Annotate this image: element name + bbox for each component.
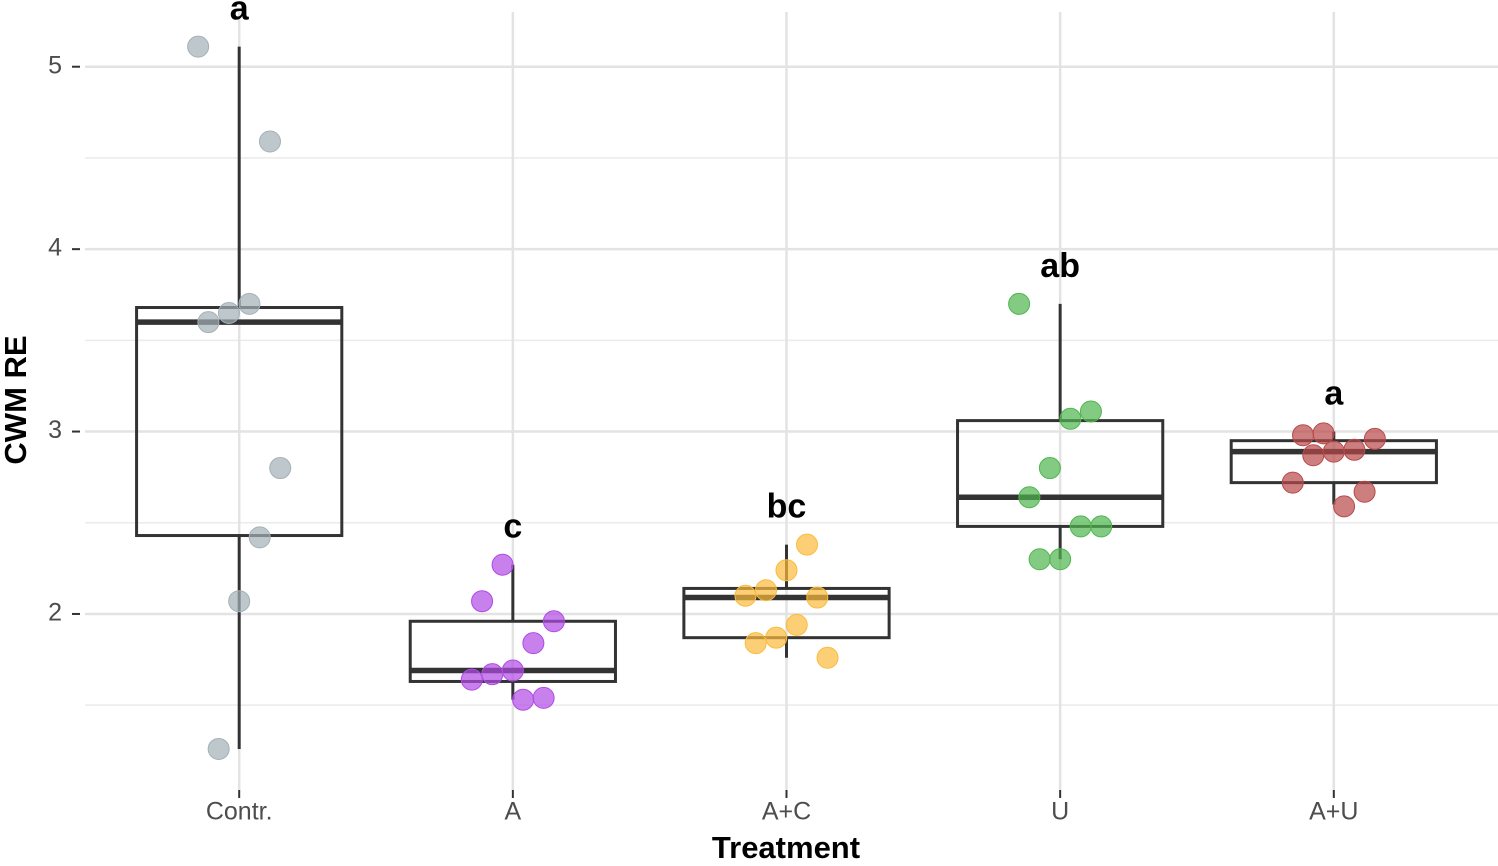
data-point — [1292, 424, 1315, 447]
data-point — [785, 613, 808, 636]
x-tick-label: A — [505, 798, 522, 826]
data-point — [238, 292, 261, 315]
data-point — [734, 584, 757, 607]
y-tick-label: 4 — [48, 234, 62, 262]
data-point — [532, 686, 555, 709]
data-point — [765, 626, 788, 649]
data-point — [1281, 471, 1304, 494]
x-tick-label: U — [1051, 798, 1069, 826]
data-point — [197, 311, 220, 334]
data-point — [796, 533, 819, 556]
data-point — [1038, 457, 1061, 480]
data-point — [258, 130, 281, 153]
data-point — [187, 35, 210, 58]
data-point — [1079, 400, 1102, 423]
data-point — [1363, 427, 1386, 450]
data-point — [1018, 486, 1041, 509]
data-point — [207, 737, 230, 760]
data-point — [522, 632, 545, 655]
data-point — [269, 457, 292, 480]
y-tick-label: 3 — [48, 416, 62, 444]
data-point — [512, 688, 535, 711]
data-point — [1343, 438, 1366, 461]
group-letter: a — [1324, 375, 1344, 413]
group-letter: bc — [767, 488, 807, 526]
data-point — [542, 610, 565, 633]
data-point — [744, 632, 767, 655]
data-point — [481, 663, 504, 686]
data-point — [1333, 495, 1356, 518]
x-tick-label: A+C — [762, 798, 811, 826]
data-point — [806, 586, 829, 609]
data-point — [471, 590, 494, 613]
data-point — [217, 301, 240, 324]
data-point — [1049, 548, 1072, 571]
y-axis-title: CWM RE — [0, 335, 33, 464]
data-point — [816, 646, 839, 669]
data-point — [1302, 444, 1325, 467]
group-letter: a — [230, 0, 250, 28]
data-point — [1322, 440, 1345, 463]
data-point — [491, 553, 514, 576]
x-tick-label: Contr. — [206, 798, 273, 826]
data-point — [1090, 515, 1113, 538]
data-point — [460, 668, 483, 691]
data-point — [775, 559, 798, 582]
data-point — [1059, 407, 1082, 430]
group-letter: c — [503, 508, 522, 546]
data-point — [754, 579, 777, 602]
data-point — [228, 590, 251, 613]
data-point — [1312, 422, 1335, 445]
data-point — [1028, 548, 1051, 571]
x-axis-title: Treatment — [712, 830, 860, 865]
data-point — [1353, 480, 1376, 503]
x-tick-label: A+U — [1309, 798, 1358, 826]
y-tick-label: 5 — [48, 51, 62, 79]
data-point — [501, 659, 524, 682]
data-point — [1008, 292, 1031, 315]
data-point — [248, 526, 271, 549]
group-letter: ab — [1040, 247, 1080, 285]
data-point — [1069, 515, 1092, 538]
y-tick-label: 2 — [48, 599, 62, 627]
